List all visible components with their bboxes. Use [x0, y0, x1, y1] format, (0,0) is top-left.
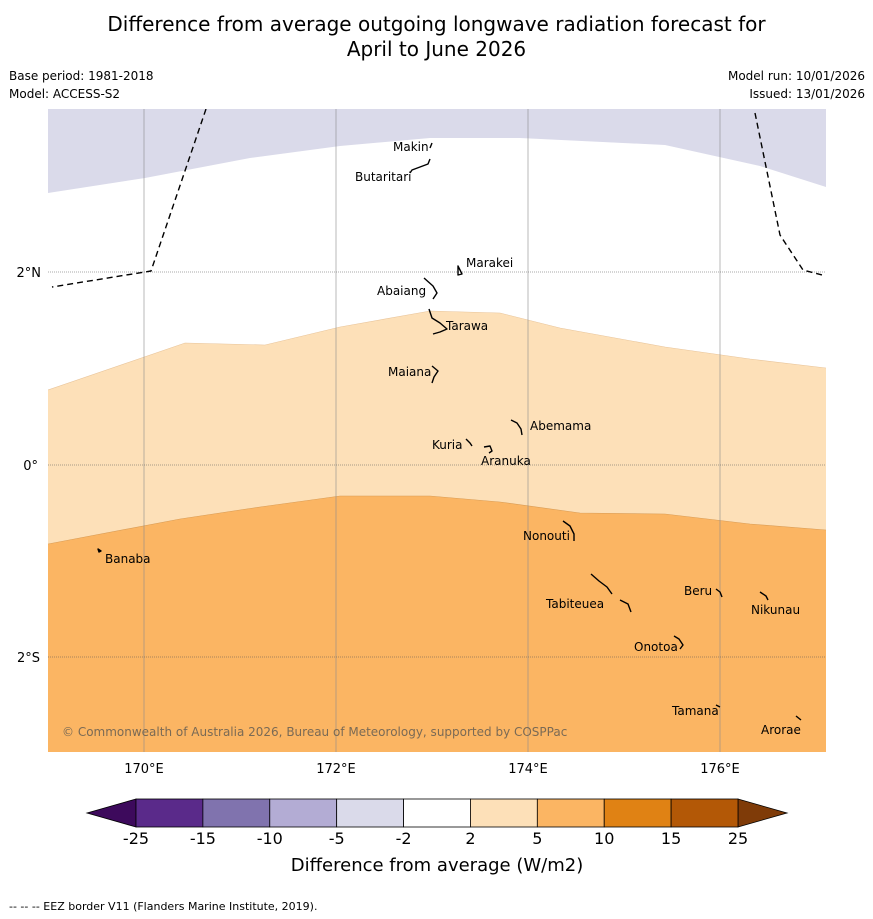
label-abemama: Abemama — [530, 419, 591, 433]
colorbar-tick-label: 25 — [728, 829, 748, 848]
colorbar-tick-label: -2 — [396, 829, 412, 848]
colorbar-cell — [269, 798, 338, 828]
longitude-gridlines — [143, 109, 721, 752]
copyright-notice: © Commonwealth of Australia 2026, Bureau… — [62, 725, 567, 739]
base-period: Base period: 1981-2018 — [9, 69, 154, 83]
model-name: Model: ACCESS-S2 — [9, 87, 121, 101]
label-arorae: Arorae — [761, 723, 801, 737]
label-maiana: Maiana — [388, 365, 431, 379]
label-aranuka: Aranuka — [481, 454, 531, 468]
x-tick-174e: 174°E — [508, 762, 548, 777]
colorbar-cell — [403, 798, 471, 828]
colorbar-title: Difference from average (W/m2) — [291, 855, 583, 876]
colorbar-tick-label: 5 — [532, 829, 542, 848]
island-makin — [429, 142, 433, 149]
x-tick-176e: 176°E — [700, 762, 740, 777]
band-5-to-10 — [48, 496, 826, 752]
colorbar-tick-label: 2 — [465, 829, 475, 848]
meta-left: Base period: 1981-2018 Model: ACCESS-S2 — [9, 67, 154, 103]
title-line-2: April to June 2026 — [346, 37, 527, 61]
colorbar-cell — [670, 798, 739, 828]
x-tick-170e: 170°E — [124, 762, 164, 777]
island-banaba — [97, 548, 102, 553]
island-onotoa — [673, 635, 684, 650]
label-tarawa: Tarawa — [445, 319, 488, 333]
islands — [97, 142, 802, 721]
colorbar-cell — [470, 798, 538, 828]
label-makin: Makin — [393, 140, 429, 154]
label-tamana: Tamana — [671, 704, 719, 718]
band-2-to-5-edge — [48, 310, 826, 391]
island-labels: Makin Butaritari Marakei Abaiang Tarawa … — [105, 140, 801, 737]
island-nonouti — [562, 520, 575, 541]
label-nonouti: Nonouti — [523, 529, 570, 543]
meta-right: Model run: 10/01/2026 Issued: 13/01/2026 — [728, 67, 865, 103]
island-tabiteuea-north — [590, 573, 613, 595]
colorbar-extend-high — [737, 798, 789, 828]
island-tabiteuea-south — [619, 599, 632, 613]
label-butaritari: Butaritari — [355, 170, 412, 184]
label-tabiteuea: Tabiteuea — [545, 597, 604, 611]
colorbar-tick-label: 15 — [661, 829, 681, 848]
y-tick-0: 0° — [23, 459, 38, 474]
y-tick-2s: 2°S — [17, 651, 40, 666]
island-kuria — [465, 438, 473, 447]
colorbar: -25 -15 -10 -5 -2 2 5 10 15 25 Difference from av… — [85, 798, 789, 876]
island-tarawa — [428, 308, 448, 335]
colorbar-cell — [336, 798, 404, 828]
label-marakei: Marakei — [466, 256, 513, 270]
chart-title: Difference from average outgoing longwav… — [0, 12, 873, 62]
label-kuria: Kuria — [432, 438, 463, 452]
island-maiana — [431, 365, 439, 384]
island-tamana — [715, 704, 721, 708]
island-butaritari — [409, 158, 431, 174]
band-5-to-10-edge — [48, 495, 826, 545]
colorbar-tick-label: -5 — [329, 829, 345, 848]
island-abaiang — [423, 277, 438, 300]
colorbar-cell — [536, 798, 605, 828]
issued-date: Issued: 13/01/2026 — [749, 87, 865, 101]
colorbar-tick-label: -25 — [123, 829, 149, 848]
y-tick-2n: 2°N — [17, 266, 42, 281]
y-axis-labels: 2°N 0° 2°S — [17, 266, 42, 666]
island-beru — [715, 588, 723, 598]
island-nikunau — [759, 591, 769, 601]
colorbar-cell — [135, 798, 204, 828]
colorbar-tick-label: 10 — [594, 829, 614, 848]
eez-legend-note: -- -- -- EEZ border V11 (Flanders Marine… — [9, 900, 318, 913]
island-aranuka — [483, 445, 493, 454]
model-run: Model run: 10/01/2026 — [727, 69, 865, 83]
colorbar-extend-low — [85, 798, 137, 828]
eez-border-west — [51, 109, 207, 288]
eez-border-east — [754, 112, 823, 276]
label-nikunau: Nikunau — [751, 603, 800, 617]
island-abemama — [510, 419, 523, 436]
map-panel: Makin Butaritari Marakei Abaiang Tarawa … — [48, 109, 826, 752]
label-onotoa: Onotoa — [634, 640, 678, 654]
latitude-gridlines — [48, 271, 826, 658]
x-axis-labels: 170°E 172°E 174°E 176°E — [124, 762, 740, 777]
island-marakei — [457, 265, 463, 276]
colorbar-tick-label: -10 — [257, 829, 283, 848]
label-banaba: Banaba — [105, 552, 151, 566]
colorbar-cell — [603, 798, 672, 828]
eez-border — [51, 109, 823, 288]
title-line-1: Difference from average outgoing longwav… — [107, 12, 766, 36]
x-tick-172e: 172°E — [316, 762, 356, 777]
colorbar-cell — [202, 798, 271, 828]
band-minus5-to-minus2 — [48, 109, 826, 193]
label-abaiang: Abaiang — [377, 284, 426, 298]
island-arorae — [795, 715, 802, 721]
label-beru: Beru — [684, 584, 712, 598]
colorbar-tick-label: -15 — [190, 829, 216, 848]
